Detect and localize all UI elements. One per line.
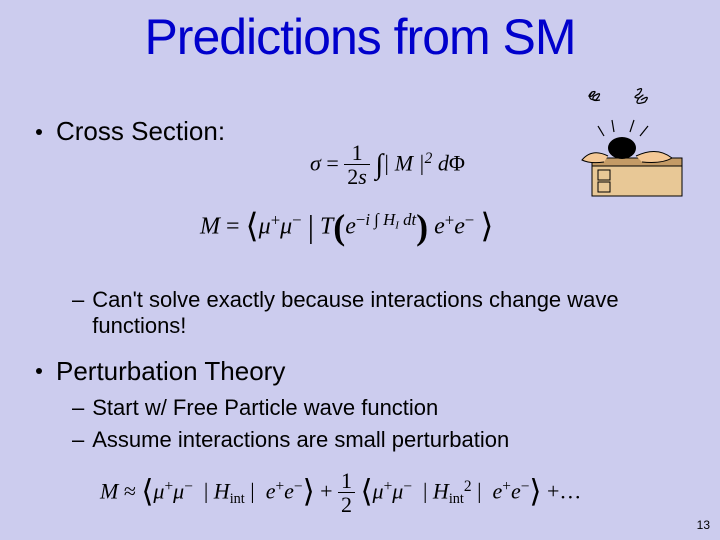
sub-bullet-free-particle: – Start w/ Free Particle wave function [72,395,684,421]
formula-m-exact: M = ⟨μ+μ− | T(e−i ∫ HI dt) e+e− ⟩ [200,206,493,248]
bullet-dot-icon [36,129,42,135]
slide-title: Predictions from SM [0,0,720,66]
bullet-perturbation: Perturbation Theory [36,356,684,387]
dash-icon: – [72,427,84,453]
formula-sigma: σ = 12s ∫| M |2 dΦ [310,142,465,189]
perturbation-label: Perturbation Theory [56,356,285,387]
cant-solve-text: Can't solve exactly because interactions… [92,287,684,340]
formula-m-pert: M ≈ ⟨μ+μ− | Hint | e+e−⟩ + 12 ⟨μ+μ− | Hi… [100,470,581,517]
cartoon-illustration [562,88,692,208]
sub-bullet-assume: – Assume interactions are small perturba… [72,427,684,453]
cross-section-label: Cross Section: [56,116,225,147]
sub-bullet-cant-solve: – Can't solve exactly because interactio… [72,287,684,340]
dash-icon: – [72,395,84,421]
assume-text: Assume interactions are small perturbati… [92,427,509,453]
page-number: 13 [697,518,710,532]
bullet-dot-icon [36,368,42,374]
dash-icon: – [72,287,84,313]
free-particle-text: Start w/ Free Particle wave function [92,395,438,421]
